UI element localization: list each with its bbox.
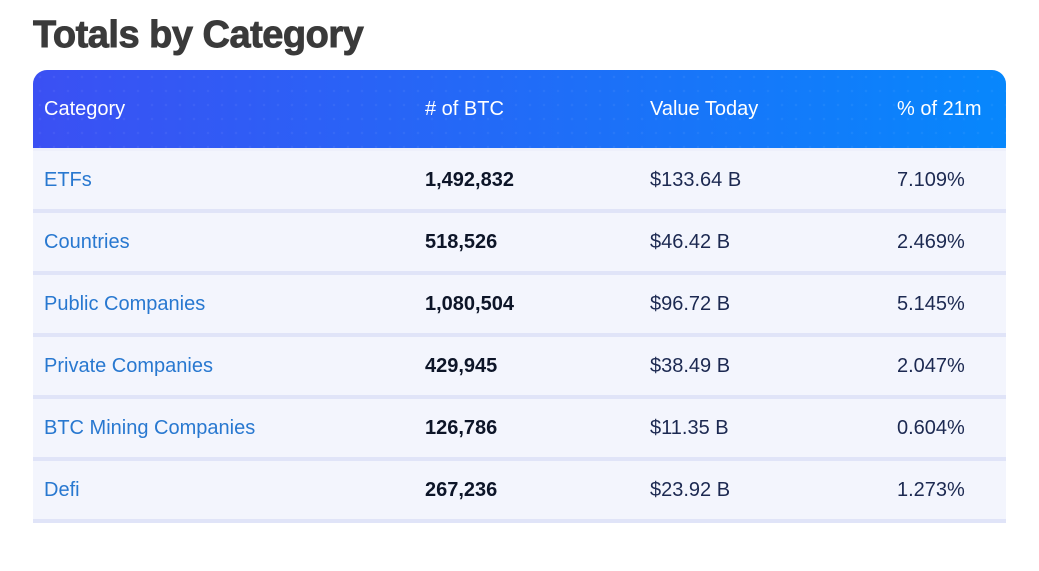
cell-btc: 126,786 bbox=[425, 399, 650, 461]
table-header: Category # of BTC Value Today % of 21m bbox=[33, 70, 1006, 151]
cell-btc: 1,080,504 bbox=[425, 275, 650, 337]
cell-value: $133.64 B bbox=[650, 151, 897, 213]
cell-pct: 0.604% bbox=[897, 399, 1006, 461]
cell-value: $96.72 B bbox=[650, 275, 897, 337]
cell-pct: 2.047% bbox=[897, 337, 1006, 399]
cell-btc: 429,945 bbox=[425, 337, 650, 399]
cell-category: ETFs bbox=[33, 151, 425, 213]
cell-category: Defi bbox=[33, 461, 425, 523]
table-row: Public Companies 1,080,504 $96.72 B 5.14… bbox=[33, 275, 1006, 337]
header-row: Category # of BTC Value Today % of 21m bbox=[33, 70, 1006, 151]
table-body: ETFs 1,492,832 $133.64 B 7.109% Countrie… bbox=[33, 151, 1006, 523]
category-link-public-companies[interactable]: Public Companies bbox=[44, 292, 206, 315]
cell-pct: 2.469% bbox=[897, 213, 1006, 275]
cell-category: Public Companies bbox=[33, 275, 425, 337]
category-link-etfs[interactable]: ETFs bbox=[44, 168, 92, 191]
cell-value: $11.35 B bbox=[650, 399, 897, 461]
cell-category: Countries bbox=[33, 213, 425, 275]
cell-btc: 1,492,832 bbox=[425, 151, 650, 213]
category-link-btc-mining-companies[interactable]: BTC Mining Companies bbox=[44, 416, 256, 439]
cell-value: $23.92 B bbox=[650, 461, 897, 523]
table-row: Defi 267,236 $23.92 B 1.273% bbox=[33, 461, 1006, 523]
table-row: BTC Mining Companies 126,786 $11.35 B 0.… bbox=[33, 399, 1006, 461]
cell-btc: 267,236 bbox=[425, 461, 650, 523]
cell-category: Private Companies bbox=[33, 337, 425, 399]
page-title: Totals by Category bbox=[33, 14, 365, 57]
cell-btc: 518,526 bbox=[425, 213, 650, 275]
column-header-category: Category bbox=[33, 70, 425, 151]
table-row: ETFs 1,492,832 $133.64 B 7.109% bbox=[33, 151, 1006, 213]
table-row: Countries 518,526 $46.42 B 2.469% bbox=[33, 213, 1006, 275]
cell-pct: 7.109% bbox=[897, 151, 1006, 213]
category-link-countries[interactable]: Countries bbox=[44, 230, 130, 253]
category-link-private-companies[interactable]: Private Companies bbox=[44, 354, 213, 377]
column-header-pct: % of 21m bbox=[897, 70, 1006, 151]
cell-value: $46.42 B bbox=[650, 213, 897, 275]
column-header-btc: # of BTC bbox=[425, 70, 650, 151]
cell-pct: 5.145% bbox=[897, 275, 1006, 337]
category-link-defi[interactable]: Defi bbox=[44, 478, 80, 501]
column-header-value: Value Today bbox=[650, 70, 897, 151]
totals-by-category-table: Category # of BTC Value Today % of 21m E… bbox=[33, 70, 1006, 523]
cell-value: $38.49 B bbox=[650, 337, 897, 399]
page: Totals by Category Category # of BTC Val… bbox=[33, 14, 1006, 523]
cell-category: BTC Mining Companies bbox=[33, 399, 425, 461]
table-row: Private Companies 429,945 $38.49 B 2.047… bbox=[33, 337, 1006, 399]
cell-pct: 1.273% bbox=[897, 461, 1006, 523]
